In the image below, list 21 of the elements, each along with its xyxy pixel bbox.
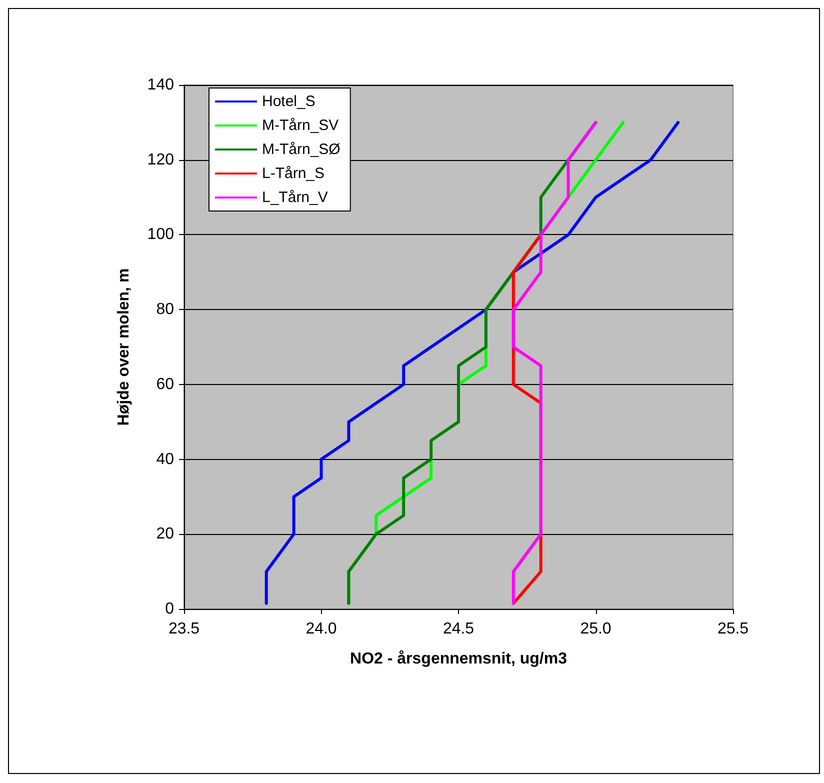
legend-label: L_Tårn_V [262,189,328,206]
y-axis-title: Højde over molen, m [116,268,132,426]
x-axis-title: NO2 - årsgennemsnit, ug/m3 [350,650,568,668]
x-tick-label: 24.5 [442,620,474,638]
legend-label: Hotel_S [262,93,316,110]
legend-label: L-Tårn_S [262,165,325,182]
y-tick-label: 140 [147,76,174,94]
line-series [512,120,598,605]
y-tick-label: 60 [156,376,174,393]
legend-label: M-Tårn_SØ [262,141,341,158]
y-tick-label: 20 [156,526,174,543]
y-tick-label: 120 [147,151,174,168]
y-tick-label: 80 [156,301,174,318]
y-tick-label: 100 [147,226,174,244]
x-tick-label: 25.5 [717,620,749,638]
y-tick-label: 40 [156,450,174,468]
x-tick-label: 24.0 [306,620,337,638]
x-tick-label: 25.0 [580,620,612,638]
legend-label: M-Tårn_SV [262,117,339,134]
x-tick-label: 23.5 [168,620,200,638]
y-tick-label: 0 [165,600,174,618]
